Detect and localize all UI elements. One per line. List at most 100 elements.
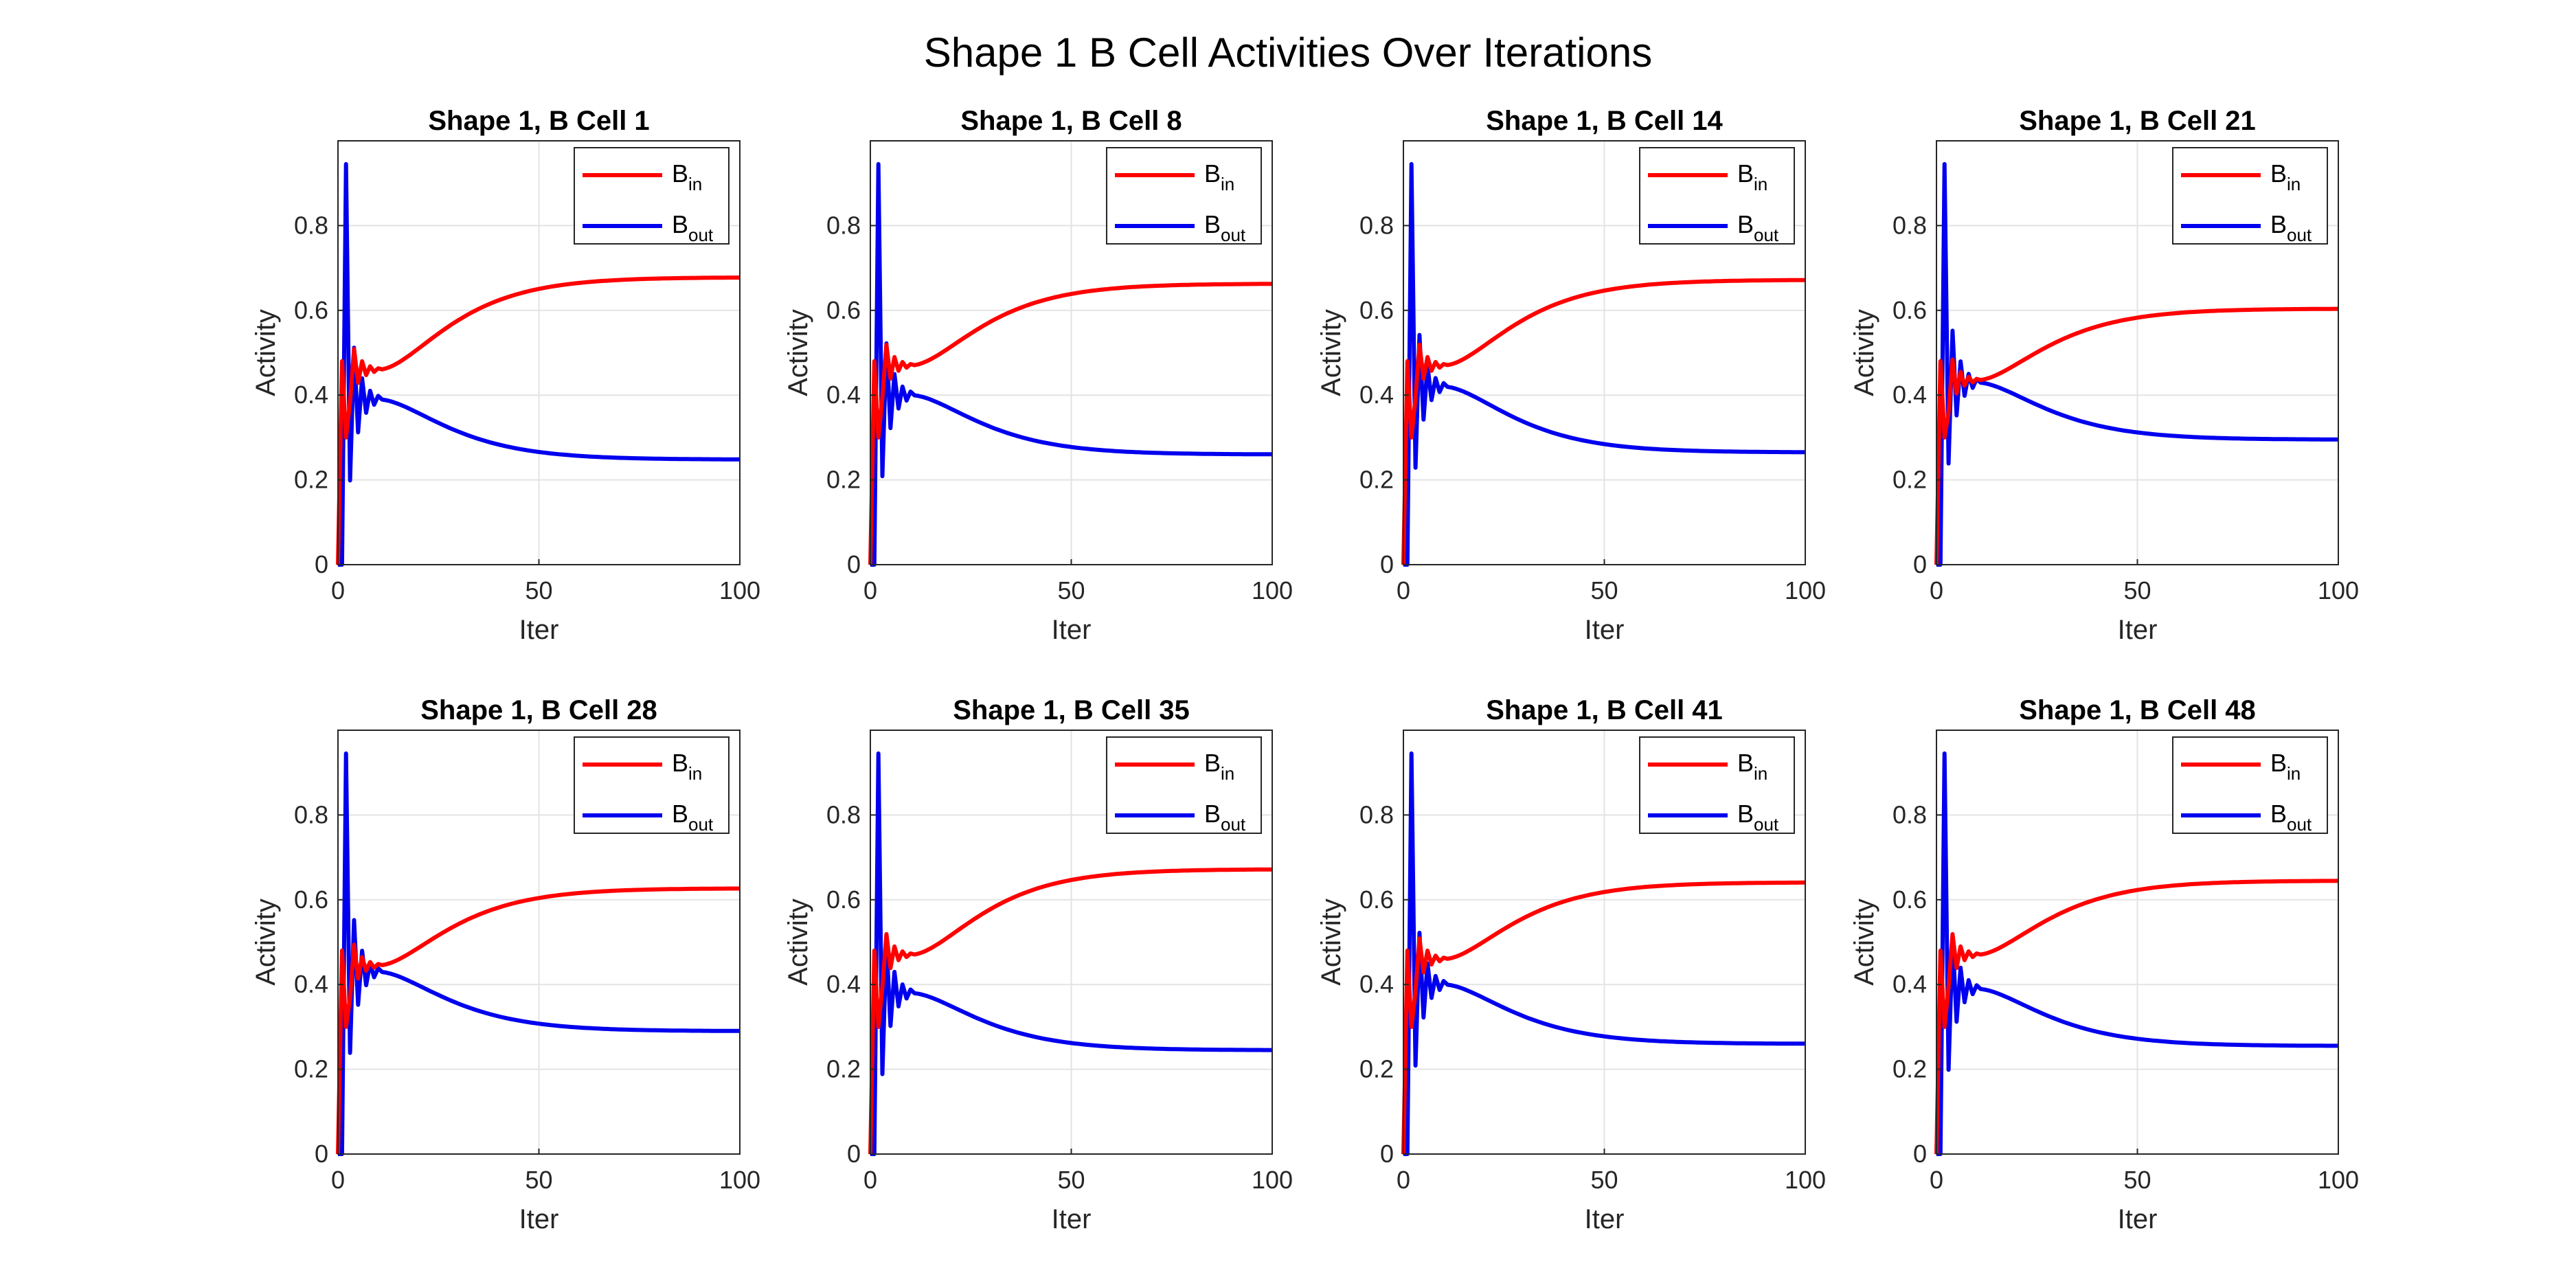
x-tick-label: 50: [2123, 576, 2151, 605]
legend-label-base: B: [1204, 210, 1221, 238]
y-tick-label: 0.6: [1893, 296, 1927, 324]
y-tick-label: 0.2: [1359, 466, 1394, 494]
legend-label-base: B: [1737, 159, 1754, 188]
legend-label-in: Bin: [1737, 749, 1767, 784]
legend-label-subscript: in: [2287, 174, 2301, 194]
legend-label-subscript: out: [688, 225, 714, 245]
subplot-5: 0 50 100 0 0.2 0.4 0.6 0.8 Iter Activity Shape 1, …: [251, 695, 760, 1234]
y-tick-label: 0.2: [294, 1055, 328, 1083]
x-tick-label: 0: [863, 576, 877, 605]
series-line-b-in: [1401, 278, 1805, 565]
legend-label-base: B: [2270, 800, 2287, 828]
y-tick-label: 0.2: [1893, 1055, 1927, 1083]
y-tick-label: 0.8: [294, 211, 328, 239]
y-tick-label: 0.6: [1893, 885, 1927, 914]
series-line-b-in: [868, 282, 1272, 565]
y-tick-label: 0.2: [1893, 466, 1927, 494]
legend-label-out: Bout: [1737, 210, 1779, 245]
legend-label-base: B: [672, 749, 688, 777]
y-axis-label: Activity: [783, 899, 813, 986]
y-axis-label: Activity: [1316, 899, 1346, 986]
subplot-8: 0 50 100 0 0.2 0.4 0.6 0.8 Iter Activity Shape 1, …: [1849, 695, 2359, 1234]
legend-label-out: Bout: [2270, 800, 2312, 835]
y-axis-label: Activity: [251, 899, 281, 986]
series-line-b-in: [1401, 880, 1805, 1155]
legend-label-subscript: in: [1754, 763, 1767, 784]
subplot-2: 0 50 100 0 0.2 0.4 0.6 0.8 Iter Activity Shape 1, …: [783, 106, 1293, 645]
x-tick-label: 50: [1057, 1166, 1085, 1194]
x-axis-label: Iter: [1585, 1204, 1625, 1234]
y-tick-label: 0.6: [1359, 296, 1394, 324]
y-axis-label: Activity: [1316, 309, 1346, 396]
x-tick-label: 0: [1397, 1166, 1410, 1194]
legend-label-base: B: [1204, 749, 1221, 777]
x-axis-label: Iter: [1585, 615, 1625, 645]
series-line-b-in: [336, 275, 741, 565]
x-tick-label: 0: [331, 576, 345, 605]
y-tick-label: 0.2: [1359, 1055, 1394, 1083]
series-line-b-in: [336, 886, 740, 1155]
legend-label-subscript: out: [1221, 814, 1246, 835]
legend-label-subscript: out: [1754, 225, 1779, 245]
y-tick-label: 0: [1380, 1140, 1394, 1168]
y-tick-label: 0.6: [294, 885, 328, 914]
legend-label-in: Bin: [672, 159, 702, 194]
y-tick-label: 0.6: [826, 885, 861, 914]
x-tick-label: 0: [1930, 576, 1943, 605]
legend-label-out: Bout: [1204, 800, 1246, 835]
series-line-b-out: [870, 751, 1272, 1156]
series-line-b-out: [1936, 751, 2338, 1156]
y-tick-label: 0.4: [826, 381, 861, 409]
y-tick-label: 0: [315, 550, 328, 578]
legend-label-base: B: [1737, 800, 1754, 828]
y-axis-label: Activity: [783, 309, 813, 396]
x-tick-label: 0: [863, 1166, 877, 1194]
legend-label-base: B: [672, 159, 688, 188]
legend-label-in: Bin: [2270, 159, 2301, 194]
y-tick-label: 0.6: [1359, 885, 1394, 914]
y-tick-label: 0.8: [1893, 800, 1927, 828]
series-line-b-in: [868, 867, 1272, 1155]
legend-label-subscript: in: [688, 763, 702, 784]
y-tick-label: 0.6: [826, 296, 861, 324]
legend-label-base: B: [2270, 749, 2287, 777]
x-tick-label: 50: [1057, 576, 1085, 605]
legend-label-subscript: out: [1221, 225, 1246, 245]
subplot-title: Shape 1, B Cell 41: [1486, 695, 1723, 725]
legend-label-out: Bout: [1204, 210, 1246, 245]
series-line-b-in: [1934, 879, 2339, 1155]
legend-label-subscript: in: [688, 174, 702, 194]
legend-label-subscript: out: [688, 814, 714, 835]
subplot-1: 0 50 100 0 0.2 0.4 0.6 0.8 Iter Activity Shape 1, …: [251, 106, 760, 645]
y-tick-label: 0.6: [294, 296, 328, 324]
x-tick-label: 100: [1252, 1166, 1293, 1194]
x-tick-label: 50: [525, 576, 552, 605]
y-tick-label: 0.8: [294, 800, 328, 828]
series-line-b-out: [1403, 751, 1805, 1156]
legend-label-subscript: in: [1221, 763, 1234, 784]
series-line-b-out: [1936, 161, 2339, 567]
y-tick-label: 0.8: [1359, 800, 1394, 828]
y-axis-label: Activity: [1849, 309, 1879, 396]
subplot-title: Shape 1, B Cell 28: [420, 695, 657, 725]
subplot-7: 0 50 100 0 0.2 0.4 0.6 0.8 Iter Activity Shape 1, …: [1316, 695, 1826, 1234]
x-tick-label: 100: [719, 1166, 760, 1194]
legend-label-out: Bout: [2270, 210, 2312, 245]
y-tick-label: 0.2: [294, 466, 328, 494]
y-tick-label: 0.2: [826, 1055, 861, 1083]
legend-label-base: B: [672, 210, 688, 238]
x-axis-label: Iter: [1052, 615, 1092, 645]
y-tick-label: 0: [847, 550, 861, 578]
x-tick-label: 50: [2123, 1166, 2151, 1194]
x-axis-label: Iter: [519, 615, 559, 645]
y-tick-label: 0.4: [294, 381, 328, 409]
legend-label-subscript: out: [2287, 814, 2312, 835]
y-tick-label: 0.4: [1359, 381, 1394, 409]
legend-label-in: Bin: [2270, 749, 2301, 784]
y-axis-label: Activity: [1849, 899, 1879, 986]
